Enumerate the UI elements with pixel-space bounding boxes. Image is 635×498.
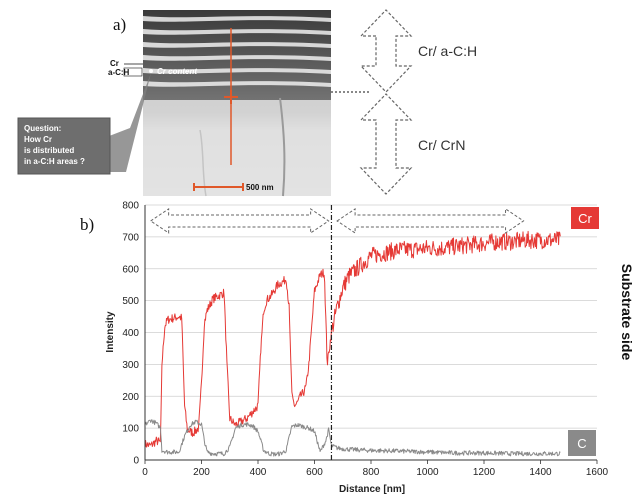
scale-bar-label: 500 nm (246, 183, 274, 192)
y-tick-label: 600 (122, 264, 139, 275)
micrograph-crack (279, 97, 286, 197)
x-tick-label: 1000 (416, 467, 439, 478)
panel-a-label: a) (113, 15, 126, 34)
series-cr-line (144, 230, 561, 449)
x-tick-label: 800 (363, 467, 380, 478)
cr-layer-label: Cr (110, 59, 119, 68)
interlayer-region-arrow (336, 208, 525, 234)
legend-cr-tag (571, 207, 599, 229)
micrograph-crack (199, 129, 207, 197)
y-axis-title: Intensity (105, 311, 116, 353)
cr-content-dot (149, 69, 153, 73)
question-line-1: Question: (24, 124, 61, 133)
callout-pointer (104, 73, 151, 172)
layer-label-bottom: Cr/ CrN (418, 137, 465, 153)
question-line-2: How Cr (24, 135, 52, 144)
micrograph: 500 nm Cr content (143, 10, 331, 197)
legend-c-tag (568, 430, 596, 456)
y-tick-label: 400 (122, 328, 139, 339)
y-tick-label: 800 (122, 201, 139, 212)
chart-region-arrows (149, 208, 525, 234)
y-tick-label: 0 (133, 456, 139, 467)
layer-label-top: Cr/ a-C:H (418, 43, 477, 59)
cr-band (143, 68, 331, 74)
x-tick-label: 1200 (473, 467, 496, 478)
x-tick-label: 0 (142, 467, 148, 478)
question-line-3: is distributed (24, 146, 74, 155)
cr-band (143, 81, 331, 87)
y-tick-label: 100 (122, 424, 139, 435)
chart-series (144, 230, 561, 457)
y-tick-label: 500 (122, 296, 139, 307)
cr-band (143, 42, 331, 48)
panel-a: a) 500 nm Cr content Cr a-C:H Questio (17, 9, 477, 197)
intensity-chart: 0 100 200 300 400 500 600 700 800 0 200 400 600 800 10… (122, 201, 608, 479)
x-axis-title: Distance [nm] (339, 484, 405, 495)
x-tick-label: 600 (306, 467, 323, 478)
layer-arrow-bottom (359, 93, 413, 195)
substrate-side-label: Substrate side (619, 264, 635, 361)
cr-band (143, 16, 331, 22)
x-tick-label: 1600 (586, 467, 609, 478)
series-c-line (144, 419, 561, 457)
cr-band (143, 55, 331, 61)
cr-band (143, 29, 331, 35)
layer-arrow-top (359, 9, 413, 93)
y-tick-label: 700 (122, 232, 139, 243)
layer-bands (143, 16, 331, 87)
ach-layer-box (123, 67, 143, 77)
chart-ticks: 0 100 200 300 400 500 600 700 800 0 200 400 600 800 10… (122, 201, 608, 479)
x-tick-label: 400 (250, 467, 267, 478)
x-tick-label: 1400 (529, 467, 552, 478)
substrate-region (143, 100, 331, 196)
cr-content-label: Cr content (157, 67, 197, 76)
legend-c-label: C (577, 436, 586, 451)
panel-b-label: b) (80, 215, 94, 234)
question-callout (17, 117, 111, 175)
x-tick-label: 200 (193, 467, 210, 478)
ach-layer-label: a-C:H (108, 68, 130, 77)
y-tick-label: 300 (122, 360, 139, 371)
coating-region-arrow (149, 208, 330, 234)
legend-cr-label: Cr (578, 211, 592, 226)
panel-b: b) 0 100 200 300 400 500 600 700 800 0 200 400 600 80… (80, 201, 635, 496)
question-line-4: in a-C:H areas ? (24, 157, 85, 166)
y-tick-label: 200 (122, 392, 139, 403)
